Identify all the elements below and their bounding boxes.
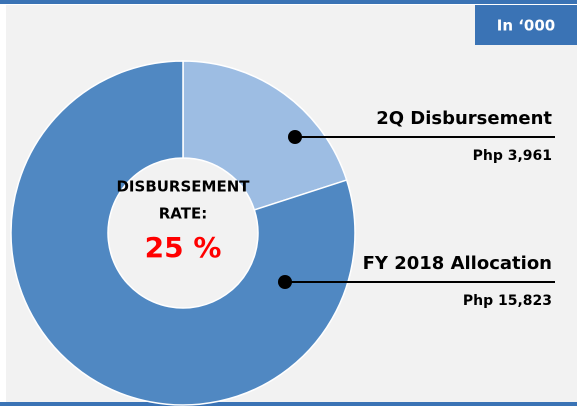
unit-badge	[475, 5, 577, 45]
callout-dot	[278, 275, 292, 289]
legend-label: FY 2018 Allocation	[363, 253, 552, 274]
bottom-border	[0, 402, 577, 406]
donut-slice	[10, 60, 356, 406]
value-label: Php 3,961	[473, 148, 552, 164]
center-label: DISBURSEMENT	[116, 178, 250, 196]
rate-value: 25 %	[145, 231, 222, 264]
donut-slice	[182, 60, 348, 211]
top-border	[0, 0, 577, 4]
value-label: Php 15,823	[463, 293, 552, 309]
center-label: RATE:	[159, 205, 207, 223]
callout-dot	[288, 130, 302, 144]
unit-note: In ‘000	[497, 17, 556, 35]
legend-label: 2Q Disbursement	[376, 108, 552, 129]
